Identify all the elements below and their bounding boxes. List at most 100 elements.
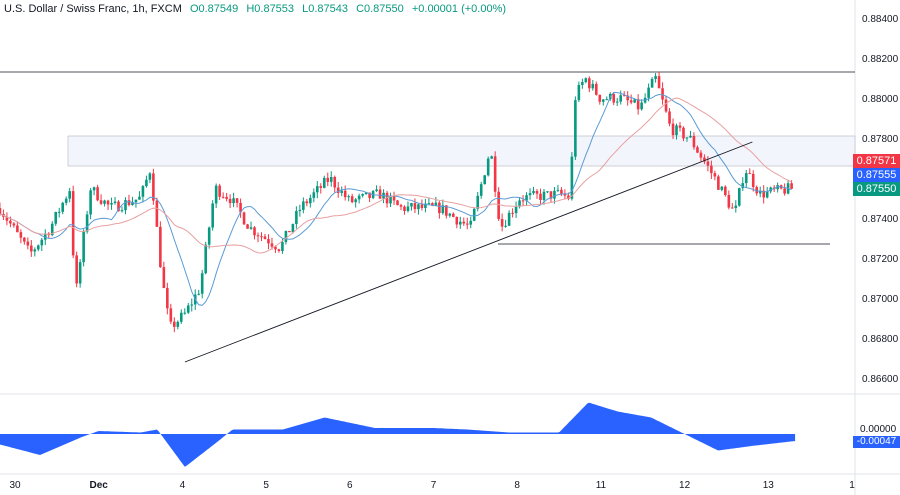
- candle-body: [654, 76, 657, 79]
- candle-body: [462, 221, 466, 224]
- candle-body: [664, 99, 668, 112]
- low-value: L0.87543: [302, 3, 348, 15]
- candle-body: [420, 204, 424, 208]
- close-value: C0.87550: [356, 3, 404, 15]
- x-tick-label: 30: [9, 480, 21, 491]
- candle-body: [242, 212, 246, 225]
- candle-body: [281, 242, 284, 252]
- candle-body: [183, 312, 187, 314]
- candle-body: [605, 99, 609, 101]
- candle-body: [741, 183, 745, 189]
- moving-average-fast: [0, 91, 792, 306]
- candle-body: [584, 78, 588, 83]
- x-tick-label: 11: [596, 480, 607, 491]
- candle-body: [260, 236, 263, 238]
- candle-body: [40, 239, 44, 246]
- candle-body: [713, 173, 717, 177]
- resistance-zone: [67, 135, 856, 167]
- candle-body: [340, 190, 344, 193]
- candle-body: [120, 210, 124, 212]
- candle-body: [629, 100, 633, 103]
- candle-body: [309, 197, 312, 204]
- candle-body: [270, 243, 274, 247]
- y-tick-label: 0.86800: [862, 334, 899, 345]
- open-value: O0.87549: [189, 3, 239, 15]
- candle-body: [235, 198, 239, 203]
- candle-body: [434, 202, 438, 206]
- candle-body: [452, 213, 455, 217]
- candle-body: [476, 195, 480, 209]
- candle-body: [200, 273, 204, 294]
- candle-body: [790, 183, 793, 189]
- candle-body: [685, 137, 689, 139]
- candle-body: [207, 227, 211, 245]
- candle-body: [675, 125, 678, 136]
- candle-body: [61, 202, 65, 212]
- candle-body: [19, 232, 23, 238]
- candle-body: [727, 195, 731, 208]
- candle-body: [30, 245, 33, 252]
- candle-body: [0, 208, 2, 214]
- candle-body: [179, 312, 183, 322]
- candle-body: [389, 195, 392, 204]
- candle-body: [211, 203, 214, 228]
- candle-body: [535, 190, 539, 194]
- candle-body: [591, 83, 595, 89]
- candle-body: [413, 203, 417, 210]
- candle-body: [696, 147, 699, 153]
- oscillator-area: [0, 402, 796, 467]
- candle-body: [305, 201, 309, 204]
- y-tick-label: 0.87000: [862, 294, 899, 305]
- candle-body: [560, 189, 563, 194]
- candle-body: [162, 267, 166, 288]
- candle-body: [598, 94, 602, 102]
- candle-body: [682, 127, 685, 139]
- candle-body: [615, 101, 619, 103]
- candle-body: [127, 200, 131, 205]
- candle-body: [315, 186, 319, 193]
- candle-body: [668, 111, 671, 124]
- candle-body: [221, 196, 225, 198]
- candle-body: [82, 231, 85, 263]
- candle-body: [479, 184, 483, 196]
- candle-body: [33, 249, 37, 252]
- candle-body: [737, 188, 741, 206]
- candle-body: [661, 88, 664, 100]
- candle-body: [532, 190, 535, 194]
- candle-body: [699, 152, 703, 158]
- candle-body: [458, 221, 462, 225]
- candle-body: [410, 203, 413, 207]
- candle-body: [312, 192, 316, 198]
- symbol-title[interactable]: U.S. Dollar / Swiss Franc, 1h, FXCM: [4, 3, 182, 15]
- x-tick-label: 8: [514, 480, 520, 491]
- candle-body: [16, 225, 19, 233]
- y-tick-label: 0.88400: [862, 14, 899, 25]
- candle-body: [214, 185, 218, 204]
- candle-body: [253, 227, 256, 236]
- candle-body: [225, 196, 228, 199]
- candle-body: [755, 187, 759, 194]
- candle-body: [640, 102, 643, 110]
- candle-body: [99, 200, 103, 204]
- candle-body: [417, 204, 420, 210]
- candle-body: [361, 194, 364, 196]
- candle-body: [493, 156, 497, 192]
- candle-body: [706, 161, 710, 166]
- candle-body: [117, 201, 120, 212]
- candle-body: [263, 236, 267, 240]
- x-tick-label: 1: [849, 480, 855, 491]
- candle-body: [424, 203, 427, 208]
- candle-body: [441, 205, 445, 214]
- y-tick-label: 0.87400: [862, 214, 899, 225]
- candle-body: [5, 216, 9, 221]
- y-tick-label: 0.87800: [862, 134, 899, 145]
- candle-body: [145, 179, 148, 187]
- candle-body: [472, 208, 476, 221]
- candle-body: [574, 100, 577, 157]
- candle-body: [758, 190, 762, 194]
- candle-body: [549, 191, 553, 199]
- candle-body: [783, 188, 786, 194]
- x-tick-label: Dec: [90, 480, 109, 491]
- candle-body: [692, 135, 696, 148]
